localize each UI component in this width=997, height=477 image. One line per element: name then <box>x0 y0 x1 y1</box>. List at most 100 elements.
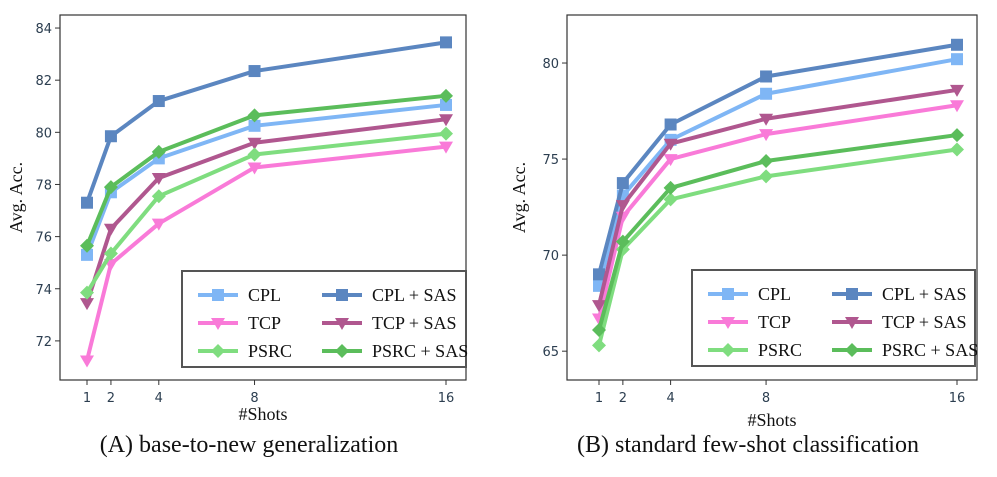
chart-panel-a: 72 74 76 78 80 82 84 1 2 4 8 16 #Shots Avg. Acc. CPL CP… <box>0 0 498 477</box>
legend-label-cpl-sas: CPL + SAS <box>372 285 457 305</box>
legend-label-psrc: PSRC <box>758 340 802 360</box>
y-axis-label-a: Avg. Acc. <box>6 162 26 233</box>
caption-b: (B) standard few-shot classification <box>577 432 919 458</box>
data-point-cpl-sas <box>951 38 963 51</box>
y-tick-label-a: 76 <box>35 231 52 246</box>
legend-label-tcp-sas: TCP + SAS <box>372 313 457 333</box>
series-tcp-sas-b <box>592 84 964 313</box>
line-chart-b: 65 70 75 80 1 2 4 8 16 #Shots Avg. Acc. CPL CPL + SA… <box>509 14 978 430</box>
legend-marker-tcp <box>721 317 735 329</box>
data-point-psrc-sas <box>439 88 453 103</box>
legend-label-tcp-sas: TCP + SAS <box>882 312 967 332</box>
data-point-tcp-sas <box>103 223 118 236</box>
y-tick-label-b: 65 <box>542 345 559 360</box>
data-point-tcp-sas <box>663 138 678 151</box>
series-psrc-b <box>592 142 964 353</box>
legend-marker-tcp <box>211 318 225 330</box>
y-tick-label-a: 82 <box>35 74 52 89</box>
caption-a: (A) base-to-new generalization <box>99 432 399 458</box>
legend-label-psrc-sas: PSRC + SAS <box>372 341 468 361</box>
legend-item-cpl: CPL <box>198 285 281 305</box>
data-point-tcp-sas <box>759 113 774 126</box>
legend-item-tcp-sas: TCP + SAS <box>832 312 967 332</box>
data-point-psrc-sas <box>103 180 118 195</box>
legend-item-psrc-sas: PSRC + SAS <box>832 340 978 360</box>
x-tick-label-a: 2 <box>107 391 115 406</box>
legend-marker-cpl-sas <box>846 288 858 300</box>
legend-marker-psrc-sas <box>335 344 349 358</box>
series-psrc-sas-a <box>80 88 453 253</box>
legend-item-tcp: TCP <box>198 313 281 333</box>
data-point-tcp <box>151 218 166 231</box>
data-point-psrc <box>759 169 774 184</box>
data-point-cpl <box>440 98 452 111</box>
data-point-psrc-sas <box>615 234 630 249</box>
legend-label-psrc-sas: PSRC + SAS <box>882 340 978 360</box>
y-tick-label-b: 75 <box>542 153 559 168</box>
legend-item-cpl: CPL <box>708 284 791 304</box>
series-tcp-sas-a <box>80 114 453 311</box>
legend-item-tcp: TCP <box>708 312 791 332</box>
data-point-psrc <box>80 285 94 300</box>
legend-label-cpl: CPL <box>758 284 791 304</box>
legend-marker-tcp-sas <box>335 318 349 330</box>
x-tick-label-b: 8 <box>762 391 770 406</box>
data-point-psrc <box>950 142 964 157</box>
y-tick-label-a: 84 <box>35 22 52 37</box>
legend-label-psrc: PSRC <box>248 341 292 361</box>
legend-marker-psrc-sas <box>845 343 859 357</box>
y-tick-label-a: 80 <box>35 126 52 141</box>
data-point-tcp <box>80 355 94 368</box>
data-point-tcp-sas <box>950 84 964 97</box>
data-point-cpl <box>951 53 963 66</box>
series-cpl-sas-a <box>81 36 452 209</box>
data-point-psrc <box>592 338 606 353</box>
data-point-cpl-sas <box>248 65 261 78</box>
series-tcp-a <box>80 141 453 368</box>
legend-label-cpl: CPL <box>248 285 281 305</box>
data-point-cpl-sas <box>616 177 629 190</box>
legend-a: CPL CPL + SAS TCP TCP + SAS PSRC PSRC + SAS <box>181 270 468 368</box>
x-tick-label-b: 16 <box>949 391 966 406</box>
data-point-psrc <box>103 246 118 261</box>
data-point-cpl <box>81 248 93 261</box>
data-point-tcp-sas <box>439 114 453 127</box>
data-point-cpl-sas <box>760 70 773 83</box>
data-point-psrc-sas <box>80 238 94 253</box>
y-axis-label-b: Avg. Acc. <box>509 162 529 233</box>
x-axis-label-a: #Shots <box>238 404 287 424</box>
y-tick-label-b: 80 <box>542 57 559 72</box>
data-point-tcp <box>247 162 262 175</box>
legend-marker-cpl <box>722 288 734 300</box>
data-point-psrc-sas <box>759 154 774 168</box>
data-point-psrc-sas <box>663 180 678 195</box>
x-tick-label-a: 4 <box>155 391 163 406</box>
legend-marker-cpl <box>212 289 224 301</box>
data-point-tcp <box>663 154 678 167</box>
data-point-psrc-sas <box>247 108 262 123</box>
data-point-cpl-sas <box>152 95 165 108</box>
series-cpl-sas-b <box>593 38 963 281</box>
legend-marker-tcp-sas <box>845 317 859 329</box>
legend-label-tcp: TCP <box>248 313 281 333</box>
data-point-cpl-sas <box>664 118 677 131</box>
y-tick-label-a: 72 <box>35 335 52 350</box>
x-tick-label-b: 1 <box>595 391 603 406</box>
data-point-psrc <box>247 147 262 162</box>
legend-label-tcp: TCP <box>758 312 791 332</box>
data-point-psrc-sas <box>151 144 166 159</box>
legend-marker-cpl-sas <box>336 289 348 301</box>
data-point-psrc-sas <box>592 323 606 338</box>
legend-item-cpl-sas: CPL + SAS <box>322 285 457 305</box>
y-tick-label-a: 74 <box>35 283 52 298</box>
x-tick-label-b: 2 <box>619 391 627 406</box>
legend-item-psrc: PSRC <box>198 341 292 361</box>
data-point-tcp-sas <box>615 200 630 213</box>
data-point-cpl-sas <box>440 36 452 49</box>
y-tick-label-b: 70 <box>542 249 559 264</box>
x-tick-label-b: 4 <box>666 391 674 406</box>
data-point-tcp-sas <box>247 137 262 150</box>
data-point-tcp-sas <box>592 300 606 313</box>
legend-item-tcp-sas: TCP + SAS <box>322 313 457 333</box>
